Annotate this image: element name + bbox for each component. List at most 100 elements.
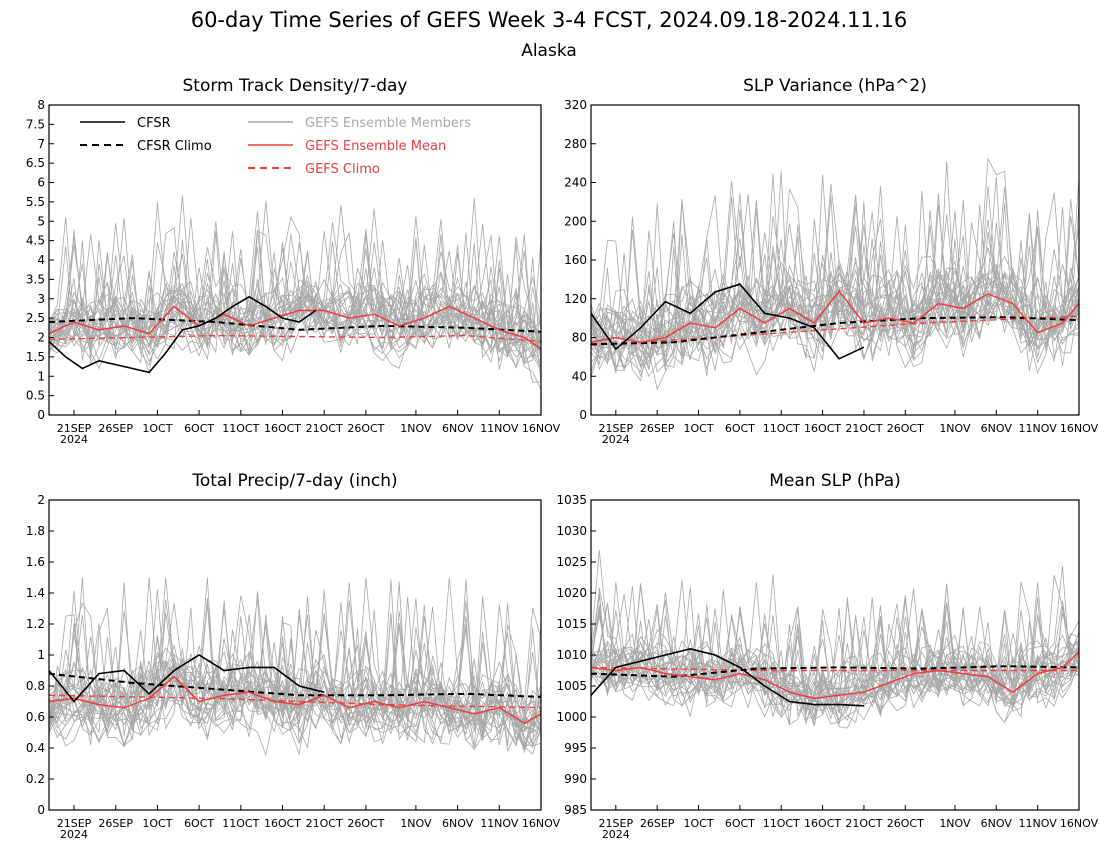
y-tick-label: 1.5: [26, 350, 45, 364]
ensemble-member-line: [591, 224, 1079, 368]
y-tick-label: 8: [37, 98, 45, 112]
x-tick-label: 26SEP: [98, 422, 133, 435]
plot-area: [49, 195, 541, 390]
series-cfsr: [591, 283, 865, 360]
y-tick-label: 1005: [556, 679, 587, 693]
series-gefs-ensemble-mean: [591, 289, 1079, 344]
x-tick-label: 6NOV: [981, 817, 1013, 830]
ensemble-member-line: [49, 234, 541, 356]
ensemble-member-line: [49, 578, 541, 746]
y-tick-label: 0: [579, 408, 587, 422]
y-tick-label: 990: [564, 772, 587, 786]
y-tick-label: 160: [564, 253, 587, 267]
legend-label: GEFS Ensemble Members: [305, 116, 471, 131]
x-tick-label: 11OCT: [222, 422, 259, 435]
panel-2: SLP Variance (hPa^2) 0 40 80 120 160 200 240 280…: [564, 76, 1098, 446]
y-tick-label: 2: [37, 493, 45, 507]
ensemble-member-line: [591, 193, 1079, 349]
legend-label: GEFS Ensemble Mean: [305, 139, 446, 154]
y-tick-label: 6: [37, 176, 45, 190]
x-tick-label: 1OCT: [142, 422, 172, 435]
panel-3: Total Precip/7-day (inch)00.20.40.60.811…: [26, 471, 561, 841]
x-tick-label: 16OCT: [804, 817, 841, 830]
x-tick-label: 6OCT: [725, 817, 755, 830]
x-tick-label: 26OCT: [347, 422, 384, 435]
ensemble-member-line: [591, 209, 1079, 373]
x-tick-label: 11OCT: [763, 422, 800, 435]
x-tick-label: 6OCT: [725, 422, 755, 435]
x-tick-label: 1NOV: [400, 422, 432, 435]
x-tick-label: 6NOV: [981, 422, 1013, 435]
figure-title: 60-day Time Series of GEFS Week 3-4 FCST…: [191, 8, 908, 32]
panel-4: Mean SLP (hPa) 985 990 995 1000 1005 1010 1015 1…: [556, 471, 1098, 841]
ensemble-member-line: [591, 603, 1079, 724]
y-tick-label: 0: [37, 408, 45, 422]
y-tick-label: 5.5: [26, 195, 45, 209]
plot-frame: [48, 499, 542, 811]
y-tick-label: 1020: [556, 586, 587, 600]
x-tick-label: 26OCT: [887, 817, 924, 830]
y-tick-label: 1.8: [26, 524, 45, 538]
x-tick-label: 6OCT: [184, 422, 214, 435]
x-tick-label: 6NOV: [442, 422, 474, 435]
legend-label: GEFS Climo: [305, 162, 380, 177]
x-tick-label: 21OCT: [845, 422, 882, 435]
y-tick-label: 0.6: [26, 710, 45, 724]
x-tick-label: 21OCT: [306, 817, 343, 830]
y-tick-label: 7.5: [26, 117, 45, 131]
y-tick-label: 1030: [556, 524, 587, 538]
y-tick-label: 1000: [556, 710, 587, 724]
x-tick-label: 11OCT: [763, 817, 800, 830]
x-tick-label: 21SEP: [57, 817, 92, 830]
x-tick-label: 1OCT: [683, 422, 713, 435]
ensemble-member-line: [49, 202, 541, 353]
x-tick-label: 1OCT: [683, 817, 713, 830]
series-cfsr: [591, 647, 864, 707]
x-tick-label: 11NOV: [480, 817, 519, 830]
x-tick-label: 6OCT: [184, 817, 214, 830]
panel-title: Storm Track Density/7-day: [183, 76, 408, 96]
series-cfsr-climo: [591, 316, 1079, 346]
y-tick-label: 1.2: [26, 617, 45, 631]
x-tick-label: 16OCT: [264, 422, 301, 435]
plot-area: [591, 157, 1079, 391]
x-tick-label: 16NOV: [1060, 817, 1099, 830]
x-tick-label: 16NOV: [522, 422, 561, 435]
x-tick-label: 26OCT: [887, 422, 924, 435]
ensemble-member-line: [591, 176, 1079, 376]
series-gefs-climo: [49, 334, 541, 343]
x-tick-label: 1NOV: [400, 817, 432, 830]
ensemble-member-line: [591, 186, 1079, 370]
y-tick-label: 320: [564, 98, 587, 112]
ensemble-member-line: [49, 223, 541, 358]
ensemble-member-line: [49, 241, 541, 370]
y-tick-label: 1: [37, 369, 45, 383]
y-tick-label: 3: [37, 292, 45, 306]
ensemble-member-line: [49, 197, 541, 352]
y-tick-label: 4.5: [26, 234, 45, 248]
legend-label: CFSR: [137, 116, 171, 131]
x-tick-label: 21SEP: [599, 817, 634, 830]
ensemble-member-line: [49, 615, 541, 745]
y-tick-label: 1010: [556, 648, 587, 662]
y-tick-label: 1015: [556, 617, 587, 631]
y-tick-label: 0.4: [26, 741, 45, 755]
series-gefs-ensemble-mean: [49, 675, 541, 725]
series-cfsr-climo: [591, 665, 1079, 678]
x-year-label: 2024: [602, 828, 630, 841]
series-gefs-ensemble-mean: [49, 305, 541, 350]
x-tick-label: 21OCT: [845, 817, 882, 830]
series-cfsr-climo: [49, 672, 541, 698]
series-cfsr: [49, 295, 317, 374]
ensemble-member-line: [49, 602, 541, 750]
ensemble-member-line: [49, 230, 541, 368]
ensemble-member-line: [49, 581, 541, 743]
x-tick-label: 11NOV: [480, 422, 519, 435]
series-gefs-ensemble-mean: [591, 651, 1079, 700]
x-tick-label: 26SEP: [640, 422, 675, 435]
y-tick-label: 3.5: [26, 272, 45, 286]
x-tick-label: 11NOV: [1019, 817, 1058, 830]
ensemble-member-line: [591, 583, 1079, 711]
y-tick-label: 2.5: [26, 311, 45, 325]
y-tick-label: 200: [564, 214, 587, 228]
